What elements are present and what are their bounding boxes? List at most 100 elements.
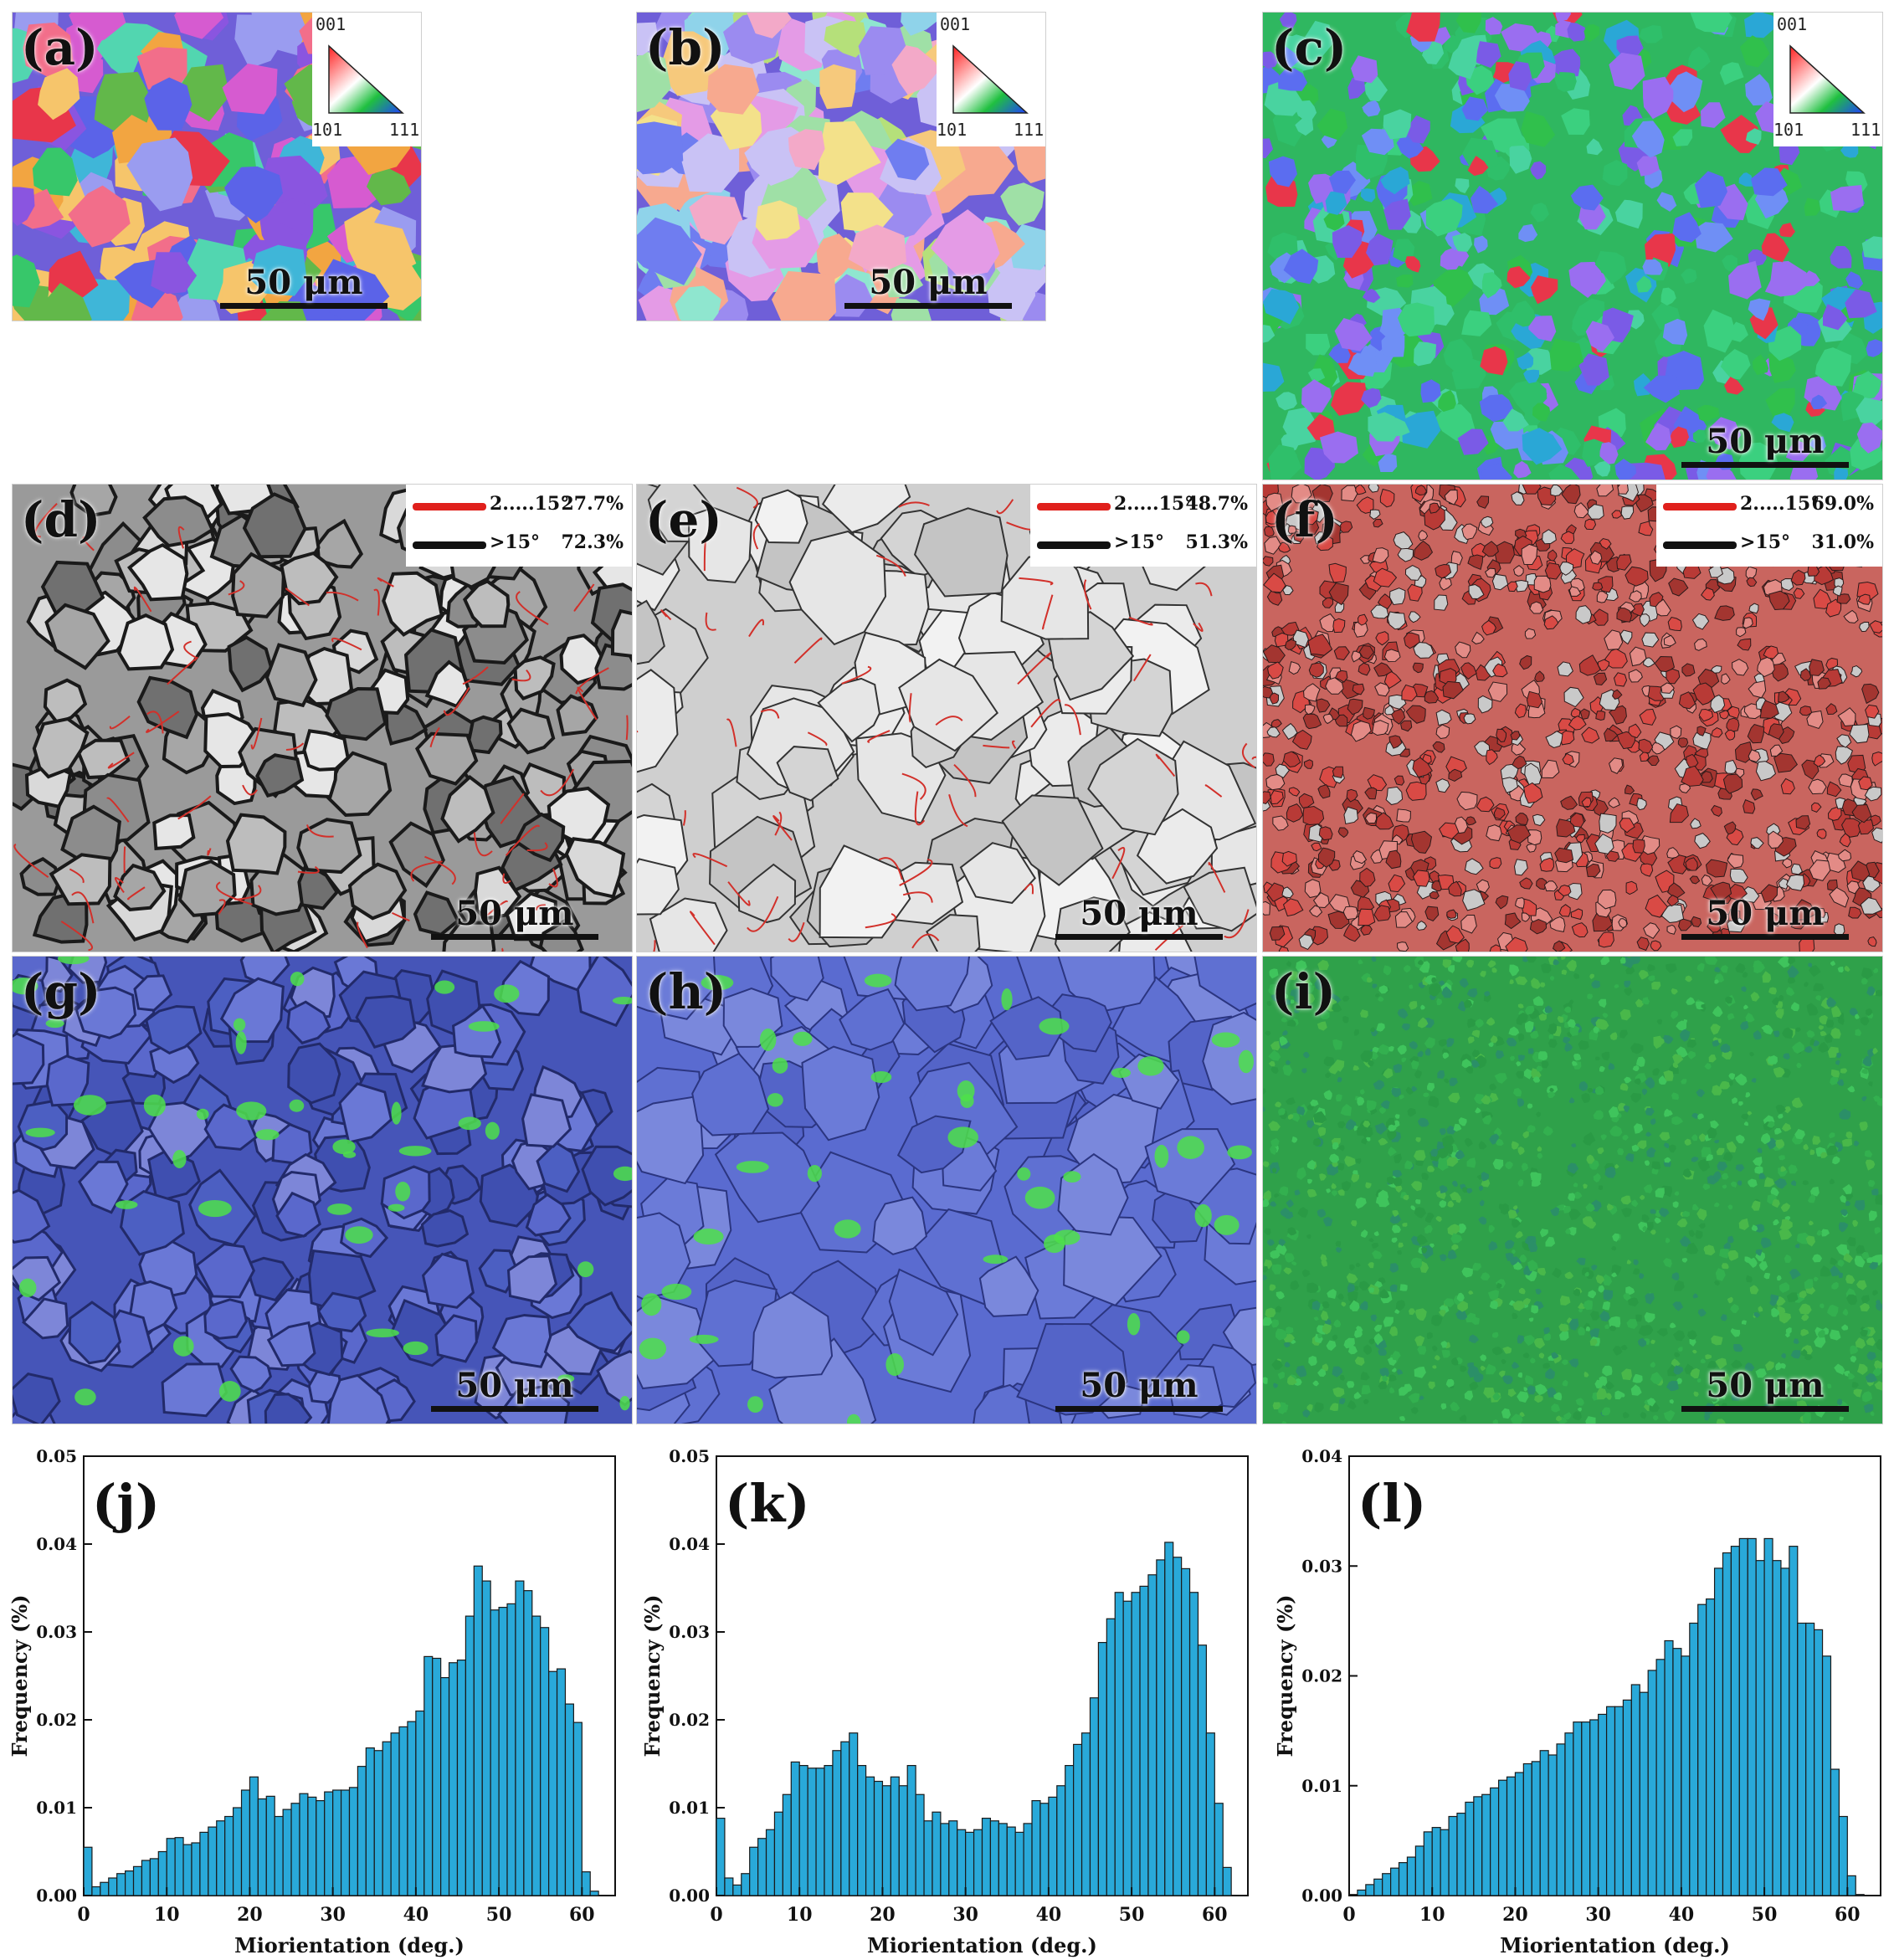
- high-angle-percent: 72.3%: [561, 531, 624, 553]
- histogram-bar: [1672, 1648, 1682, 1896]
- histogram-bar: [531, 1615, 542, 1896]
- x-axis-label: Miorientation (deg.): [867, 1933, 1097, 1957]
- histogram-bar: [398, 1726, 408, 1896]
- histogram-bar: [1398, 1862, 1409, 1896]
- histogram-bar: [1821, 1655, 1832, 1896]
- y-tick-label: 0.05: [36, 1446, 77, 1466]
- histogram-bar: [832, 1750, 842, 1896]
- scale-bar-line: [1681, 462, 1849, 468]
- x-tick-label: 0: [77, 1904, 90, 1926]
- histogram-svg: 0 10 20 30 40 50 60 0.00 0.01 0.02 0.03 0.04 0.05 Mio…: [8, 1446, 616, 1957]
- histogram-bar: [932, 1811, 942, 1896]
- histogram-bar: [589, 1891, 599, 1896]
- histogram-bar: [141, 1860, 151, 1896]
- panel-label: (i): [1271, 963, 1336, 1020]
- histogram-bar: [1222, 1866, 1232, 1896]
- histogram-bar: [1373, 1878, 1383, 1896]
- histogram-bar: [1706, 1598, 1716, 1896]
- histogram-bar: [382, 1741, 392, 1896]
- histogram-bar: [340, 1789, 351, 1896]
- y-tick-label: 0.03: [1301, 1556, 1342, 1576]
- legend-low-angle: 2.....15° 48.7%: [1030, 488, 1256, 521]
- grain-texture: [13, 485, 632, 952]
- histogram-bar: [1490, 1787, 1500, 1896]
- histogram-bar: [732, 1884, 742, 1896]
- histogram-bar: [1539, 1750, 1549, 1896]
- low-angle-label: 2.....15°: [1114, 493, 1194, 515]
- scale-bar: 50 μm: [1681, 423, 1849, 468]
- histogram-bar: [849, 1732, 859, 1896]
- histogram-bar: [923, 1820, 933, 1896]
- grain-texture: [1263, 957, 1882, 1424]
- histogram-bar: [1481, 1793, 1491, 1896]
- histogram-bar: [940, 1823, 950, 1896]
- histogram-bar: [523, 1590, 533, 1896]
- histogram-bar: [915, 1793, 925, 1896]
- histogram-bar: [1497, 1779, 1508, 1896]
- scale-bar-text: 50 μm: [1706, 894, 1825, 933]
- ipf-label-111: 111: [389, 120, 420, 140]
- histogram-bar: [465, 1615, 475, 1896]
- histogram-j: 0 10 20 30 40 50 60 0.00 0.01 0.02 0.03 0.04 0.05 Mio…: [0, 1439, 628, 1958]
- histogram-bar: [1205, 1732, 1215, 1896]
- histogram-bar: [1614, 1706, 1625, 1896]
- x-tick-label: 40: [1036, 1904, 1062, 1926]
- chart-label: (j): [92, 1473, 161, 1534]
- histogram-bar: [741, 1873, 751, 1896]
- histogram-l: 0 10 20 30 40 50 60 0.00 0.01 0.02 0.03 0.04 Miorien…: [1265, 1439, 1893, 1958]
- scale-bar-text: 50 μm: [455, 894, 574, 933]
- histogram-bar: [1465, 1801, 1475, 1896]
- histogram-bar: [1531, 1761, 1541, 1896]
- histogram-bar: [100, 1881, 110, 1896]
- boundary-legend: 2.....15° 48.7% >15° 51.3%: [1030, 485, 1256, 567]
- y-tick-label: 0.01: [1301, 1776, 1342, 1796]
- histogram-bar: [1382, 1873, 1392, 1896]
- histogram-bar: [957, 1829, 967, 1896]
- x-tick-label: 20: [1502, 1904, 1528, 1926]
- grain-texture: [13, 957, 632, 1424]
- histogram-bar: [556, 1668, 567, 1896]
- histogram-bar: [790, 1761, 800, 1896]
- histogram-bar: [1173, 1557, 1183, 1896]
- histogram-bar: [1131, 1592, 1141, 1896]
- scale-bar-line: [1055, 934, 1223, 940]
- panel-label: (b): [645, 19, 726, 76]
- histogram-bar: [1122, 1600, 1132, 1896]
- histogram-bar: [1097, 1642, 1107, 1896]
- histogram-bar: [782, 1793, 792, 1896]
- histogram-bar: [290, 1803, 300, 1896]
- histogram-bar: [307, 1796, 317, 1896]
- histogram-bar: [249, 1776, 259, 1896]
- kam-map-h: (h) 50 μm: [636, 956, 1257, 1424]
- histogram-bar: [1548, 1754, 1558, 1896]
- histogram-bar: [423, 1655, 434, 1896]
- y-tick-label: 0.01: [36, 1798, 77, 1818]
- x-tick-label: 60: [1202, 1904, 1228, 1926]
- histogram-bar: [83, 1846, 93, 1896]
- histogram-bar: [857, 1765, 867, 1896]
- histogram-bar: [948, 1820, 958, 1896]
- chart-label: (k): [725, 1473, 810, 1534]
- histogram-bar: [1846, 1875, 1856, 1896]
- histogram-bar: [1830, 1768, 1840, 1896]
- histogram-bar: [1747, 1537, 1757, 1896]
- scale-bar: 50 μm: [1681, 1367, 1849, 1412]
- histogram-bar: [1440, 1829, 1450, 1896]
- histogram-bar: [1681, 1655, 1691, 1896]
- x-tick-label: 10: [154, 1904, 180, 1926]
- histogram-bar: [357, 1766, 367, 1896]
- histogram-bar: [1506, 1776, 1517, 1896]
- scale-bar-text: 50 μm: [1706, 1366, 1825, 1405]
- ipf-triangle-legend: 001 101 111: [1773, 13, 1882, 146]
- y-tick-label: 0.02: [36, 1710, 77, 1730]
- y-axis-label: Frequency (%): [640, 1595, 665, 1757]
- histogram-bar: [765, 1829, 776, 1896]
- histogram-bar: [1589, 1719, 1599, 1896]
- histogram-bar: [898, 1785, 908, 1896]
- panel-label: (h): [645, 963, 727, 1020]
- x-tick-label: 40: [1669, 1904, 1695, 1926]
- histogram-bar: [316, 1800, 326, 1896]
- histogram-bar: [125, 1870, 135, 1896]
- histogram-bar: [373, 1750, 383, 1896]
- histogram-bar: [1048, 1796, 1058, 1896]
